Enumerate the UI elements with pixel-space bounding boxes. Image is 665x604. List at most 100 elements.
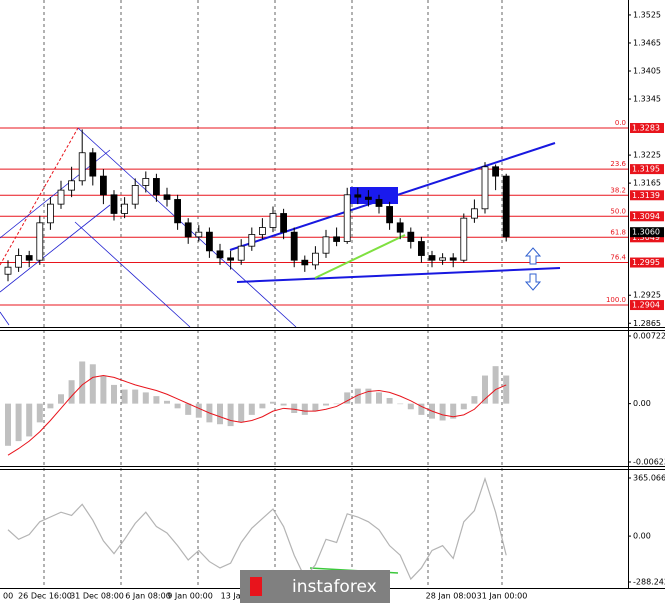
candle-body bbox=[322, 236, 330, 254]
macd-bar bbox=[68, 380, 75, 404]
macd-bar bbox=[492, 366, 499, 404]
y-tick-label: 0.00 bbox=[633, 399, 651, 408]
macd-bar bbox=[439, 403, 446, 421]
fib-price-label: 1.3283 bbox=[632, 123, 660, 132]
y-tick-label: 1.3345 bbox=[633, 95, 661, 104]
signal-line bbox=[7, 375, 507, 456]
x-tick-label: 26 Dec 16:00 bbox=[18, 592, 72, 601]
macd-bar bbox=[407, 403, 414, 410]
y-tick-label: 1.3225 bbox=[633, 151, 661, 160]
arrow-down bbox=[524, 273, 542, 291]
fib-price-box bbox=[630, 232, 664, 243]
candle-body bbox=[227, 257, 235, 261]
fib-level-label: 50.0 bbox=[610, 207, 626, 215]
watermark: instaforex bbox=[240, 570, 390, 603]
fib-level-label: 76.4 bbox=[610, 254, 626, 262]
candle-body bbox=[470, 208, 478, 219]
candle-body bbox=[269, 213, 277, 228]
candle-body bbox=[47, 203, 54, 224]
macd-bar bbox=[58, 394, 64, 404]
candle-body bbox=[354, 194, 362, 198]
candle-body bbox=[248, 234, 256, 247]
macd-bar bbox=[89, 364, 96, 404]
fib-price-label: 1.2904 bbox=[632, 301, 660, 310]
fib-price-box bbox=[630, 164, 664, 175]
candle-body bbox=[205, 231, 213, 252]
fib-price-label: 1.3094 bbox=[632, 212, 660, 221]
vertical-grid bbox=[43, 0, 503, 588]
fib-price-label: 1.3195 bbox=[632, 165, 660, 174]
macd-bar bbox=[47, 403, 54, 409]
y-tick-label: 1.2925 bbox=[633, 291, 661, 300]
x-tick-label: 31 Dec 08:00 bbox=[70, 592, 124, 601]
macd-bar bbox=[142, 392, 149, 404]
macd-bar bbox=[460, 403, 467, 410]
macd-bar bbox=[111, 384, 117, 404]
y-tick-label: 365.0666 bbox=[633, 474, 665, 483]
candle-body bbox=[311, 252, 319, 266]
x-tick-label: 31 Jan 00:00 bbox=[477, 592, 528, 601]
macd-bar bbox=[227, 403, 234, 427]
macd-bar bbox=[174, 403, 181, 409]
candle-body bbox=[449, 257, 457, 261]
macd-bar bbox=[344, 392, 351, 404]
candle-body bbox=[375, 199, 383, 207]
candle-body bbox=[290, 231, 298, 261]
y-tick-label: 1.3465 bbox=[633, 38, 661, 47]
macd-bar bbox=[280, 403, 287, 406]
macd-bar bbox=[100, 375, 107, 404]
macd-bar bbox=[15, 403, 22, 442]
candle-body bbox=[100, 175, 107, 196]
macd-bar bbox=[365, 388, 372, 404]
candle-body bbox=[428, 255, 436, 261]
macd-bar bbox=[386, 398, 393, 404]
last-price-label: 1.3060 bbox=[632, 228, 660, 237]
watermark-box bbox=[240, 570, 390, 603]
macd-bar bbox=[450, 403, 457, 419]
candle-body bbox=[502, 175, 510, 238]
candle-body bbox=[237, 245, 245, 261]
candle-body bbox=[333, 236, 341, 242]
macd-bar bbox=[217, 403, 223, 425]
fib-level-label: 23.6 bbox=[610, 160, 626, 168]
x-tick-label: 28 Jan 08:00 bbox=[426, 592, 477, 601]
candle-body bbox=[36, 222, 44, 261]
candle-body bbox=[460, 217, 468, 261]
candle-body bbox=[25, 255, 33, 261]
candle-body bbox=[89, 152, 97, 177]
y-tick-label: 0.00 bbox=[633, 532, 651, 541]
candle-body bbox=[57, 189, 65, 205]
y-tick-label: 0.00722 bbox=[633, 332, 665, 341]
fib-price-label: 1.3049 bbox=[632, 233, 660, 242]
macd-bar bbox=[503, 375, 510, 404]
candle-body bbox=[68, 180, 75, 191]
fib-level-label: 38.2 bbox=[610, 186, 626, 194]
candle-body bbox=[258, 227, 266, 235]
candle-body bbox=[301, 259, 309, 266]
candle-body bbox=[396, 222, 404, 233]
macd-bar bbox=[36, 403, 43, 423]
fib-price-label: 1.3139 bbox=[632, 191, 660, 200]
channel-line bbox=[0, 204, 111, 293]
macd-bar bbox=[164, 400, 170, 404]
watermark-logo bbox=[250, 577, 262, 596]
macd-bar bbox=[121, 389, 128, 404]
fib-price-box bbox=[630, 300, 664, 311]
last-price-box bbox=[630, 227, 664, 238]
candle-body bbox=[386, 206, 394, 224]
candle-body bbox=[481, 166, 489, 210]
fib-price-box bbox=[630, 257, 664, 268]
candle-body bbox=[78, 152, 86, 182]
x-tick-label: 6 Jan 08:00 bbox=[125, 592, 171, 601]
channel-line bbox=[74, 221, 191, 328]
y-tick-label: -288.242 bbox=[633, 578, 665, 587]
fib-price-box bbox=[630, 190, 664, 201]
x-tick-label: 00 bbox=[3, 592, 13, 601]
trend-line bbox=[236, 267, 561, 283]
candle-body bbox=[280, 213, 288, 233]
macd-bar bbox=[270, 401, 276, 404]
macd-bar bbox=[26, 403, 33, 437]
